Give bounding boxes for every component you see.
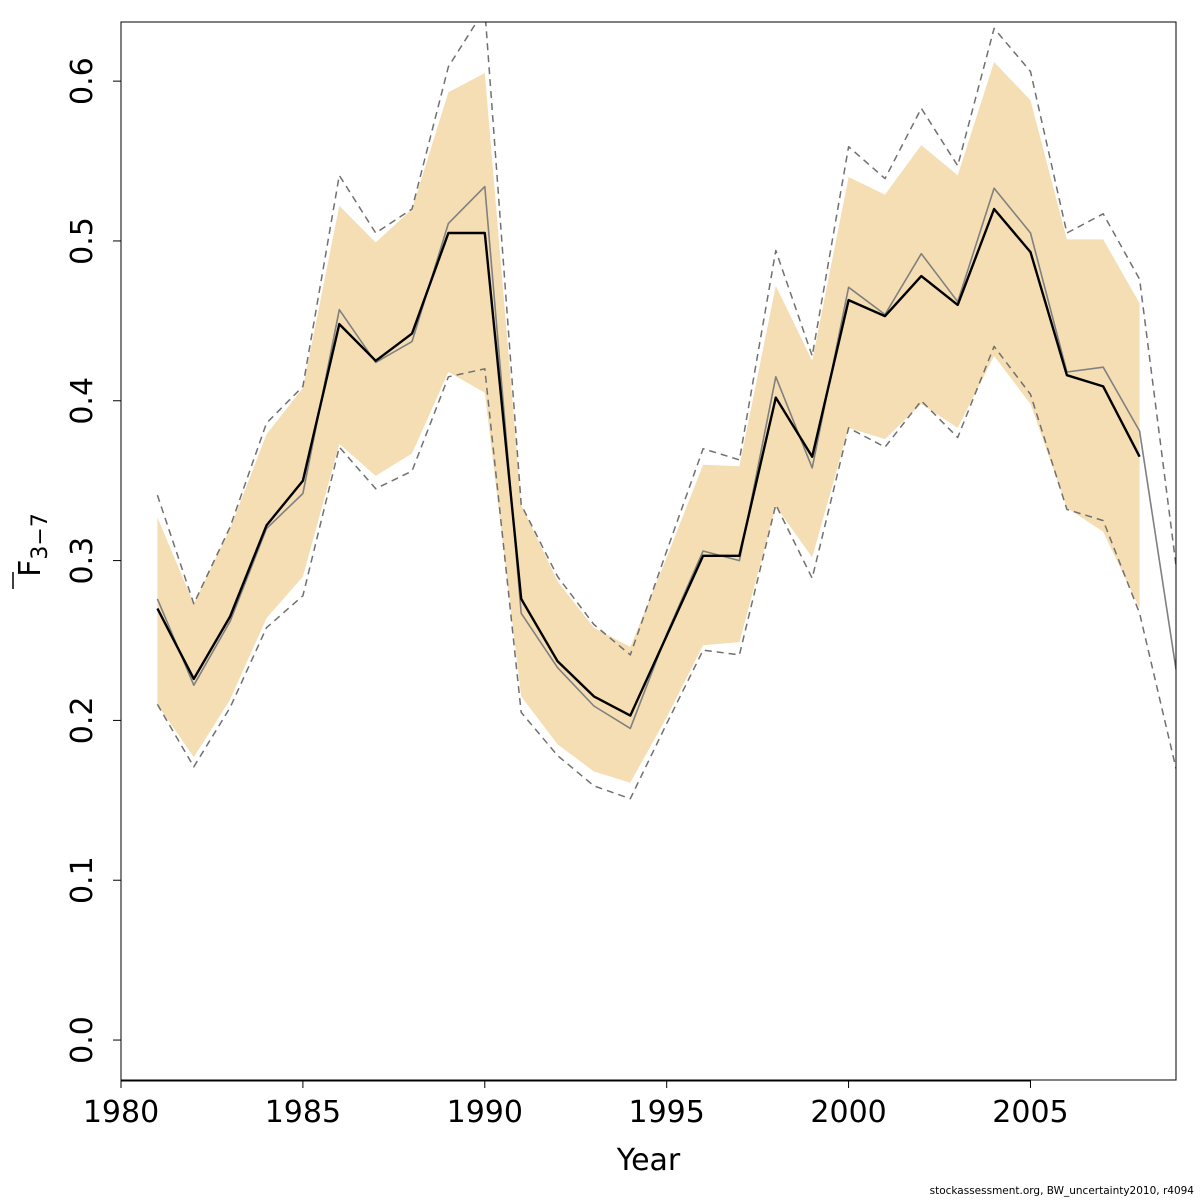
y-tick-label: 0.1 bbox=[65, 856, 100, 904]
footer-credit: stockassessment.org, BW_uncertainty2010,… bbox=[929, 1185, 1194, 1197]
x-tick-label: 1985 bbox=[265, 1095, 341, 1130]
y-axis-title: F3−7 bbox=[12, 513, 53, 589]
x-axis-title: Year bbox=[616, 1143, 681, 1178]
series-line-estimate bbox=[156, 207, 1141, 717]
svg-text:F3−7: F3−7 bbox=[13, 513, 53, 577]
y-axis: 0.0 0.1 0.2 0.3 0.4 0.5 0.6 bbox=[65, 57, 122, 1064]
series-line-upper-dashed bbox=[156, 22, 1176, 656]
x-tick-label: 2005 bbox=[992, 1095, 1068, 1130]
y-tick-label: 0.5 bbox=[65, 217, 100, 265]
confidence-band bbox=[157, 62, 1140, 783]
y-axis-title-subscript: 3−7 bbox=[28, 513, 53, 559]
y-tick-label: 0.3 bbox=[65, 537, 100, 585]
x-tick-label: 1995 bbox=[629, 1095, 705, 1130]
confidence-band-area bbox=[157, 62, 1140, 783]
x-tick-label: 2000 bbox=[810, 1095, 886, 1130]
y-tick-label: 0.2 bbox=[65, 697, 100, 745]
x-axis: 1980 1985 1990 1995 2000 2005 bbox=[83, 1080, 1069, 1130]
y-tick-label: 0.0 bbox=[65, 1016, 100, 1064]
series-layer bbox=[156, 22, 1176, 800]
x-tick-label: 1990 bbox=[447, 1095, 523, 1130]
y-tick-label: 0.4 bbox=[65, 377, 100, 425]
y-tick-label: 0.6 bbox=[65, 57, 100, 105]
y-axis-title-main: F bbox=[13, 560, 48, 577]
series-line-lower-dashed bbox=[156, 345, 1176, 800]
x-tick-label: 1980 bbox=[83, 1095, 159, 1130]
